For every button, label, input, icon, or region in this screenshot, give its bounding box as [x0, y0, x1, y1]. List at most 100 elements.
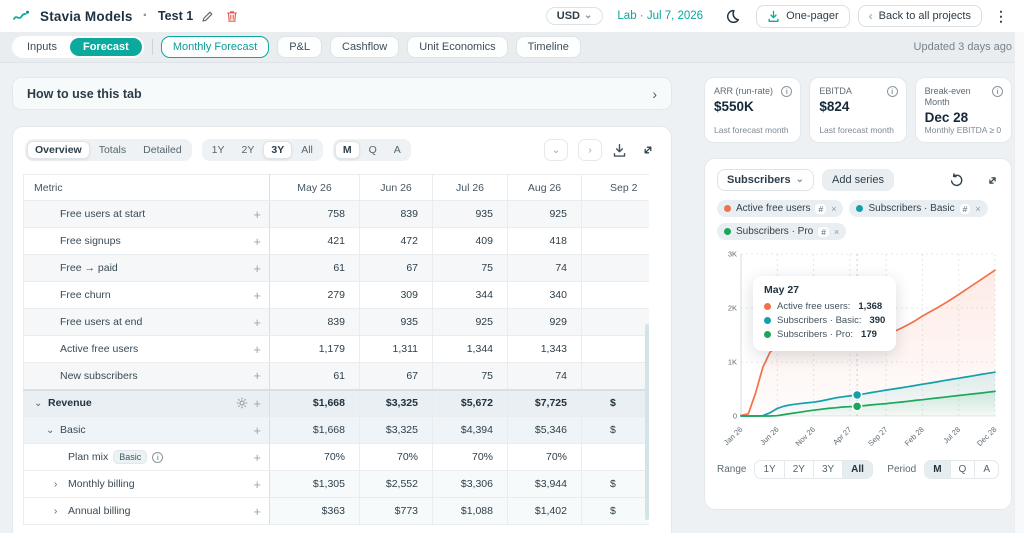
value-cell[interactable]: [581, 443, 649, 471]
chart-period-q[interactable]: Q: [951, 461, 976, 478]
reset-chart-icon[interactable]: [949, 172, 964, 188]
view-detailed[interactable]: Detailed: [143, 144, 182, 156]
value-cell[interactable]: $3,944: [507, 470, 582, 498]
chart-range-3y[interactable]: 3Y: [814, 461, 844, 478]
dark-mode-moon-icon[interactable]: [725, 9, 740, 24]
value-cell[interactable]: 67: [359, 362, 433, 390]
series-chip-subscribers-pro[interactable]: Subscribers · Pro # ×: [717, 223, 847, 240]
value-cell[interactable]: $773: [359, 497, 433, 525]
series-chip-active-free-users[interactable]: Active free users # ×: [717, 200, 844, 217]
chevron-down-icon[interactable]: ⌄: [46, 424, 55, 436]
value-cell[interactable]: 1,311: [359, 335, 433, 363]
value-cell[interactable]: $1,668: [269, 416, 360, 444]
value-cell[interactable]: [581, 308, 649, 336]
add-row-icon[interactable]: +: [253, 422, 261, 438]
value-cell[interactable]: $: [581, 388, 649, 417]
download-table-icon[interactable]: [612, 143, 627, 158]
tab-forecast[interactable]: Forecast: [69, 38, 142, 56]
range-all[interactable]: All: [301, 144, 313, 156]
chart-range-1y[interactable]: 1Y: [755, 461, 785, 478]
add-row-icon[interactable]: +: [253, 287, 261, 303]
value-cell[interactable]: $3,325: [359, 416, 433, 444]
period-q[interactable]: Q: [368, 144, 377, 156]
chevron-down-icon[interactable]: ⌄: [34, 397, 43, 409]
tab-unit-economics[interactable]: Unit Economics: [407, 36, 508, 58]
value-cell[interactable]: 839: [269, 308, 360, 336]
remove-series-icon[interactable]: ×: [831, 203, 837, 214]
value-cell[interactable]: 340: [507, 281, 582, 309]
edit-project-icon[interactable]: [201, 10, 214, 23]
range-2y[interactable]: 2Y: [241, 144, 255, 156]
value-cell[interactable]: [581, 254, 649, 282]
tab-inputs[interactable]: Inputs: [27, 41, 57, 53]
page-scrollbar[interactable]: [1014, 32, 1024, 533]
period-m[interactable]: M: [334, 141, 360, 159]
value-cell[interactable]: $2,552: [359, 470, 433, 498]
value-cell[interactable]: $5,346: [507, 416, 582, 444]
value-cell[interactable]: $1,402: [507, 497, 582, 525]
more-menu-icon[interactable]: ⋮: [994, 7, 1008, 24]
value-cell[interactable]: 74: [507, 254, 582, 282]
add-row-icon[interactable]: +: [253, 206, 261, 222]
info-icon[interactable]: i: [781, 86, 793, 97]
expand-chart-icon[interactable]: [986, 174, 999, 187]
value-cell[interactable]: 75: [432, 254, 508, 282]
value-cell[interactable]: 70%: [432, 443, 508, 471]
value-cell[interactable]: 61: [269, 362, 360, 390]
chevron-right-icon[interactable]: ›: [54, 505, 58, 517]
info-icon[interactable]: i: [886, 86, 898, 97]
chart-range-all[interactable]: All: [843, 461, 872, 478]
value-cell[interactable]: 929: [507, 308, 582, 336]
value-cell[interactable]: 758: [269, 200, 360, 228]
value-cell[interactable]: 1,179: [269, 335, 360, 363]
remove-series-icon[interactable]: ×: [975, 203, 981, 214]
tab-monthly-forecast[interactable]: Monthly Forecast: [160, 36, 270, 58]
value-cell[interactable]: $363: [269, 497, 360, 525]
value-cell[interactable]: 935: [432, 200, 508, 228]
value-cell[interactable]: $4,394: [432, 416, 508, 444]
value-cell[interactable]: [581, 200, 649, 228]
value-cell[interactable]: 309: [359, 281, 433, 309]
value-cell[interactable]: 925: [432, 308, 508, 336]
back-to-projects-button[interactable]: ‹ Back to all projects: [857, 5, 982, 27]
value-cell[interactable]: 74: [507, 362, 582, 390]
value-cell[interactable]: 75: [432, 362, 508, 390]
value-cell[interactable]: $3,306: [432, 470, 508, 498]
tab-timeline[interactable]: Timeline: [515, 36, 581, 58]
chart-period-a[interactable]: A: [983, 464, 990, 475]
value-cell[interactable]: [581, 281, 649, 309]
add-row-icon[interactable]: +: [253, 395, 261, 411]
value-cell[interactable]: $1,305: [269, 470, 360, 498]
value-cell[interactable]: 70%: [359, 443, 433, 471]
range-3y[interactable]: 3Y: [263, 141, 293, 159]
remove-series-icon[interactable]: ×: [833, 226, 840, 237]
how-to-use-banner[interactable]: How to use this tab ›: [12, 77, 672, 110]
value-cell[interactable]: 1,343: [507, 335, 582, 363]
currency-select[interactable]: USD ⌄: [545, 7, 604, 25]
value-cell[interactable]: $: [581, 497, 649, 525]
fullscreen-icon[interactable]: [641, 143, 655, 157]
value-cell[interactable]: 935: [359, 308, 433, 336]
value-cell[interactable]: 279: [269, 281, 360, 309]
add-row-icon[interactable]: +: [253, 233, 261, 249]
value-cell[interactable]: 61: [269, 254, 360, 282]
view-totals[interactable]: Totals: [98, 144, 127, 156]
format-toggle[interactable]: #: [959, 203, 971, 214]
value-cell[interactable]: 925: [507, 200, 582, 228]
value-cell[interactable]: $: [581, 416, 649, 444]
value-cell[interactable]: $5,672: [432, 388, 508, 417]
value-cell[interactable]: [581, 227, 649, 255]
value-cell[interactable]: 67: [359, 254, 433, 282]
chevron-right-icon[interactable]: ›: [54, 478, 58, 490]
add-row-icon[interactable]: +: [253, 449, 261, 465]
value-cell[interactable]: $1,668: [269, 388, 360, 417]
add-row-icon[interactable]: +: [253, 503, 261, 519]
table-scrollbar[interactable]: [645, 324, 649, 520]
add-row-icon[interactable]: +: [253, 260, 261, 276]
add-row-icon[interactable]: +: [253, 368, 261, 384]
add-series-button[interactable]: Add series: [821, 169, 894, 191]
view-overview[interactable]: Overview: [27, 141, 90, 159]
value-cell[interactable]: 1,344: [432, 335, 508, 363]
info-icon[interactable]: i: [991, 86, 1003, 97]
chart-period-m[interactable]: M: [925, 461, 951, 478]
